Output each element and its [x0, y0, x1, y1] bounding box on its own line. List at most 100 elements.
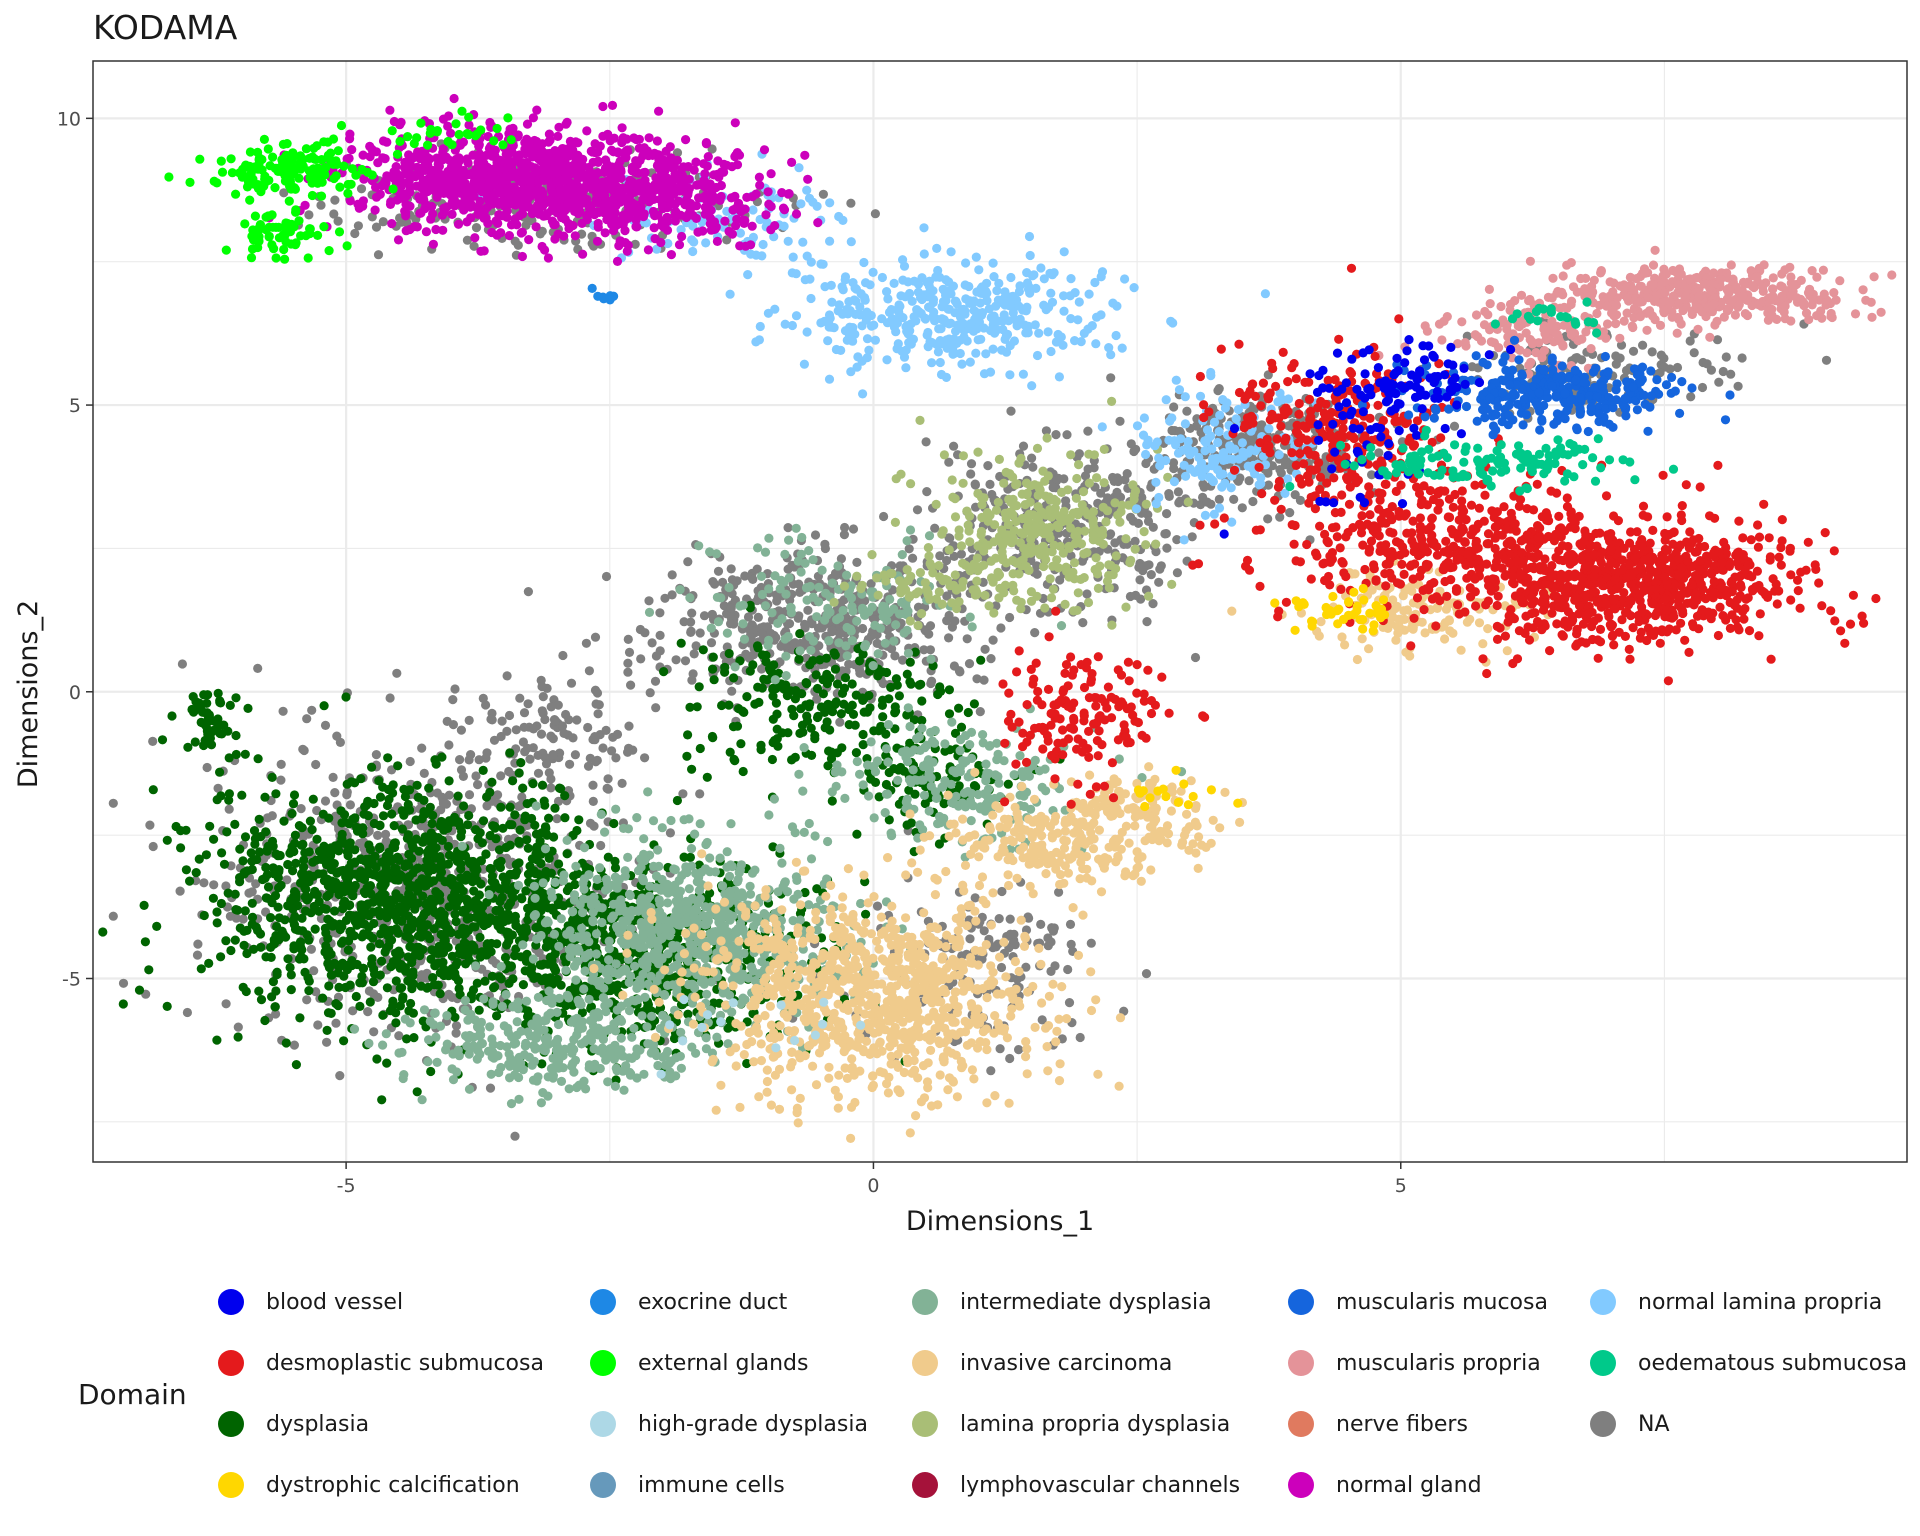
data-point: [870, 777, 881, 788]
data-point: [1162, 543, 1172, 553]
data-point: [496, 802, 506, 812]
data-point: [475, 952, 485, 962]
data-point: [954, 703, 964, 713]
data-point: [553, 899, 563, 910]
data-point: [505, 869, 515, 879]
data-point: [976, 655, 986, 665]
data-point: [726, 819, 736, 829]
data-point: [707, 610, 717, 620]
data-point: [391, 976, 401, 986]
data-point: [271, 1009, 281, 1019]
data-point: [686, 626, 696, 636]
data-point: [1572, 353, 1582, 363]
data-point: [222, 827, 232, 837]
data-point: [324, 961, 334, 971]
data-point: [261, 862, 271, 873]
data-point: [494, 845, 505, 855]
data-point: [596, 840, 606, 851]
data-point: [331, 999, 341, 1009]
data-point: [787, 704, 797, 714]
data-point: [230, 935, 240, 945]
data-point: [595, 863, 605, 873]
data-point: [454, 943, 465, 953]
data-point: [1003, 779, 1013, 789]
data-point: [435, 852, 445, 862]
data-point: [266, 913, 276, 923]
data-point: [196, 964, 206, 974]
data-point: [454, 983, 464, 994]
data-point: [694, 682, 704, 692]
data-point: [386, 935, 397, 945]
data-point: [364, 840, 374, 850]
data-point: [485, 1083, 496, 1093]
data-point: [300, 882, 310, 893]
data-point: [394, 948, 404, 958]
data-point: [286, 970, 296, 980]
data-point: [1050, 961, 1060, 971]
data-point: [1005, 914, 1015, 924]
data-point: [847, 679, 857, 689]
data-point: [579, 984, 589, 994]
data-point: [501, 927, 511, 937]
data-point: [695, 743, 705, 754]
data-point: [272, 969, 282, 980]
data-point: [540, 973, 551, 983]
data-point: [500, 952, 511, 963]
data-point: [514, 858, 524, 868]
data-point: [364, 855, 374, 866]
data-point: [624, 889, 635, 900]
data-point: [225, 700, 235, 711]
data-point: [584, 666, 595, 676]
data-point: [985, 479, 995, 489]
data-point: [679, 852, 689, 862]
data-point: [288, 799, 299, 809]
data-point: [332, 731, 342, 741]
data-point: [207, 726, 217, 736]
data-point: [244, 888, 254, 898]
data-point: [588, 780, 598, 790]
data-point: [438, 957, 448, 968]
chart-title: KODAMA: [93, 8, 238, 47]
data-point: [891, 674, 902, 684]
data-point: [726, 603, 736, 613]
data-point: [1066, 939, 1076, 950]
data-point: [745, 881, 755, 891]
data-point: [908, 553, 918, 563]
data-point: [254, 814, 264, 824]
data-point: [698, 645, 708, 655]
data-point: [1141, 458, 1151, 469]
data-point: [591, 757, 601, 767]
data-point: [320, 720, 331, 731]
data-point: [583, 722, 593, 733]
data-point: [398, 907, 409, 918]
data-point: [687, 764, 697, 774]
data-point: [282, 875, 292, 885]
data-point: [341, 692, 351, 702]
data-point: [949, 661, 960, 671]
data-point: [806, 854, 817, 864]
data-point: [651, 651, 662, 661]
data-point: [839, 699, 849, 709]
data-point: [176, 826, 186, 836]
data-point: [983, 461, 993, 471]
data-point: [233, 1032, 243, 1042]
data-point: [464, 715, 474, 726]
data-point: [346, 930, 356, 941]
data-point: [986, 1066, 996, 1076]
data-point: [381, 829, 391, 840]
data-point: [375, 970, 385, 980]
data-point: [537, 681, 547, 692]
data-point: [591, 949, 602, 959]
data-point: [426, 860, 436, 871]
data-point: [231, 730, 241, 741]
data-point: [1237, 503, 1247, 513]
data-point: [316, 200, 326, 210]
data-point: [322, 1037, 332, 1047]
data-point: [528, 954, 539, 964]
data-point: [1030, 628, 1040, 638]
data-point: [795, 629, 805, 639]
data-point: [274, 913, 284, 923]
data-point: [513, 880, 524, 891]
data-point: [586, 900, 597, 910]
data-point: [479, 920, 489, 931]
